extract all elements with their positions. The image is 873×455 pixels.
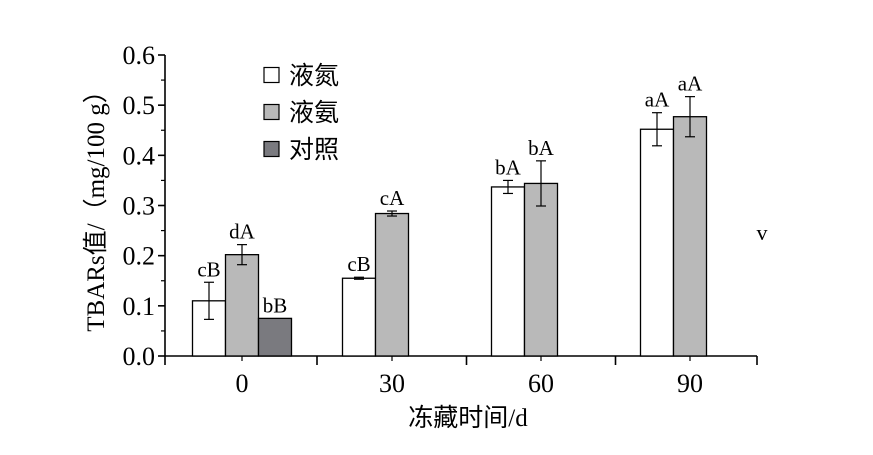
data-label: bA: [528, 136, 555, 160]
data-label: aA: [645, 88, 670, 112]
x-axis-title: 冻藏时间/d: [408, 404, 528, 432]
data-label: bA: [495, 155, 522, 179]
legend-label: 液氮: [289, 62, 339, 90]
y-tick-label: 0.6: [123, 41, 156, 70]
bar: [257, 317, 293, 357]
y-axis-title: TBARs值/（mg/100 g）: [82, 78, 110, 332]
bar: [523, 182, 559, 357]
x-tick-label: 60: [528, 369, 554, 398]
bar: [224, 254, 260, 357]
bar: [374, 212, 410, 357]
annotation-text: v: [757, 220, 768, 245]
data-label: cB: [197, 257, 220, 281]
axes: 0.0 0.1 0.2 0.3 0.4 0.5 0.6 0 30 60 90: [123, 41, 758, 398]
bar: [490, 186, 526, 357]
data-label: cB: [347, 252, 370, 276]
x-tick-label: 90: [677, 369, 703, 398]
data-label: aA: [678, 72, 703, 96]
data-label: cA: [380, 186, 405, 210]
x-tick-label: 0: [236, 369, 249, 398]
y-tick-label: 0.0: [123, 342, 156, 371]
bars: [191, 116, 708, 357]
data-label: dA: [229, 220, 256, 244]
y-tick-label: 0.5: [123, 91, 156, 120]
x-tick-label: 30: [379, 369, 405, 398]
y-tick-label: 0.2: [123, 242, 156, 271]
legend-swatch: [263, 103, 280, 121]
bar-labels: cB cB bA aA dA cA bA aA bB: [197, 72, 703, 318]
bar: [672, 116, 708, 357]
legend-swatch: [263, 140, 280, 158]
y-tick-label: 0.3: [123, 192, 156, 221]
legend-swatch: [263, 66, 280, 84]
error-bars: [204, 96, 695, 320]
y-tick-label: 0.4: [123, 141, 156, 170]
bar: [639, 128, 675, 357]
bar: [341, 277, 377, 357]
data-label: bB: [263, 293, 288, 317]
legend-label: 对照: [289, 136, 339, 164]
y-tick-label: 0.1: [123, 292, 156, 321]
legend-label: 液氨: [289, 99, 339, 127]
